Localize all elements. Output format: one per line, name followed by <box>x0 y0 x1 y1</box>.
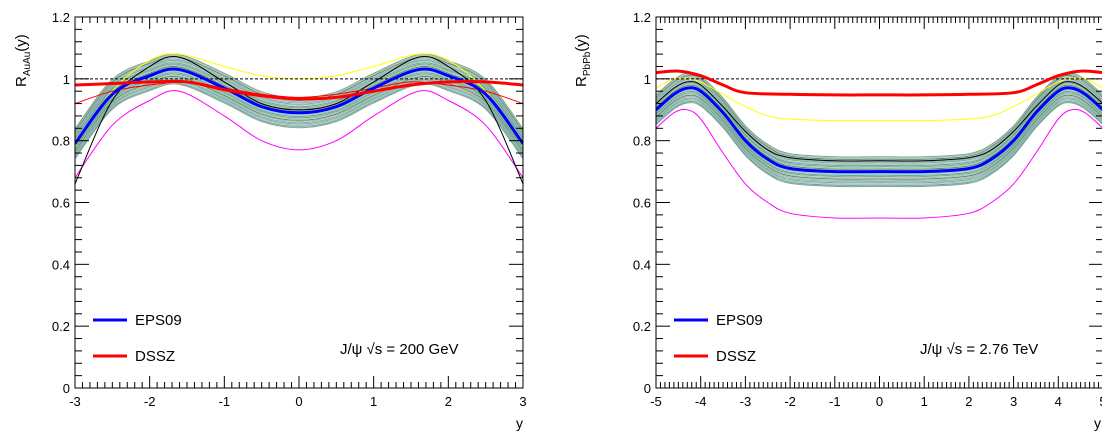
band-curve <box>656 99 1102 185</box>
band-curve <box>75 80 523 157</box>
x-tick-label: 4 <box>1055 394 1062 409</box>
series-line-2 <box>656 108 1102 219</box>
x-tick-label: -2 <box>144 394 156 409</box>
y-tick-label: 0.2 <box>633 319 651 334</box>
x-tick-label: 3 <box>519 394 526 409</box>
y-tick-label: 0.4 <box>52 257 70 272</box>
series-line-dssz <box>75 79 523 101</box>
band-curve <box>75 61 523 137</box>
band-curve <box>656 90 1102 177</box>
x-tick-label: 5 <box>1099 394 1102 409</box>
band-curve <box>656 84 1102 170</box>
x-tick-label: 1 <box>921 394 928 409</box>
series-line-4 <box>656 81 1102 162</box>
band-curve <box>656 73 1102 159</box>
x-axis-label: y <box>1094 415 1101 431</box>
band-curve <box>75 82 523 158</box>
annotation: J/ψ √s = 200 GeV <box>340 341 459 358</box>
y-tick-label: 0.2 <box>52 319 70 334</box>
band-curve <box>656 95 1102 181</box>
band-curve <box>656 102 1102 188</box>
x-tick-label: -1 <box>219 394 231 409</box>
band-curve <box>656 93 1102 179</box>
band-curve <box>75 77 523 153</box>
band-curve <box>656 82 1102 168</box>
x-tick-label: 0 <box>295 394 302 409</box>
x-tick-label: -3 <box>69 394 81 409</box>
y-tick-label: 0.6 <box>52 196 70 211</box>
chart-left: -3 -2 -1 0 1 2 3 0 0.2 0.4 0.6 0.8 1 1.2 y RAuAu(y) EPS0… <box>13 10 527 431</box>
x-tick-label: -4 <box>695 394 707 409</box>
series-line-eps09 <box>75 67 523 145</box>
y-axis-label: RPbPb(y) <box>573 34 593 87</box>
band-curve <box>75 59 523 136</box>
y-tick-label: 1 <box>63 72 70 87</box>
y-axis-label-sub: PbPb <box>582 51 593 76</box>
x-tick-label: -1 <box>829 394 841 409</box>
plot-frame <box>655 16 1102 389</box>
band-curve <box>75 71 523 147</box>
y-tick-label: 0 <box>63 381 70 396</box>
band-curve <box>656 97 1102 183</box>
y-tick-label: 0.4 <box>633 257 651 272</box>
y-tick-label: 0.8 <box>52 134 70 149</box>
band-curve <box>75 79 523 156</box>
y-axis-label-tail: (y) <box>573 34 590 52</box>
x-tick-label: -3 <box>740 394 752 409</box>
y-tick-label: 0 <box>644 381 651 396</box>
band-curve <box>75 78 523 154</box>
chart-right: -5 -4 -3 -2 -1 0 1 2 3 4 5 0 0.2 0.4 0.6 0.8 1 1.2 y RPbPb(… <box>573 10 1102 431</box>
legend-label-eps09: EPS09 <box>716 312 763 329</box>
band-curve <box>656 79 1102 165</box>
band-curve <box>656 94 1102 180</box>
series-line-eps09 <box>656 86 1102 174</box>
legend-label-eps09: EPS09 <box>135 312 182 329</box>
x-tick-label: 3 <box>1010 394 1017 409</box>
y-axis-label-main: R <box>13 76 30 87</box>
band-curve <box>656 100 1102 186</box>
y-axis-label-tail: (y) <box>13 34 30 52</box>
band-curve <box>656 83 1102 169</box>
x-tick-label: -2 <box>784 394 796 409</box>
annotation: J/ψ √s = 2.76 TeV <box>920 341 1038 358</box>
band-curve <box>75 83 523 159</box>
band-curve <box>656 78 1102 164</box>
plot-area <box>656 69 1102 219</box>
band-curve <box>75 64 523 141</box>
band-curve <box>75 57 523 133</box>
band-curve <box>75 62 523 138</box>
band-curve <box>656 92 1102 178</box>
band-curve <box>75 72 523 148</box>
series-line-3 <box>75 53 523 148</box>
plot-area <box>75 53 523 185</box>
x-tick-label: 0 <box>876 394 883 409</box>
x-axis-label: y <box>516 415 523 431</box>
y-tick-label: 1.2 <box>633 10 651 25</box>
y-tick-label: 0.8 <box>633 134 651 149</box>
x-tick-label: -5 <box>650 394 662 409</box>
y-tick-label: 1 <box>644 72 651 87</box>
series-line-dssz <box>656 69 1102 97</box>
band-curve <box>75 63 523 140</box>
legend-label-dssz: DSSZ <box>716 348 756 365</box>
x-tick-label: 1 <box>370 394 377 409</box>
y-tick-label: 1.2 <box>52 10 70 25</box>
band-curve <box>75 66 523 142</box>
band-curve <box>656 89 1102 175</box>
band-curve <box>75 58 523 135</box>
x-tick-label: 2 <box>965 394 972 409</box>
y-axis-label: RAuAu(y) <box>13 34 33 87</box>
x-tick-label: 2 <box>445 394 452 409</box>
y-axis-label-main: R <box>573 76 590 87</box>
series-line-2 <box>75 90 523 179</box>
band-curve <box>656 98 1102 184</box>
y-axis-label-sub: AuAu <box>22 52 33 76</box>
y-tick-label: 0.6 <box>633 196 651 211</box>
legend-label-dssz: DSSZ <box>135 348 175 365</box>
band-curve <box>75 56 523 132</box>
series-line-4 <box>75 56 523 185</box>
series-line-3 <box>656 77 1102 122</box>
band-curve <box>656 77 1102 163</box>
